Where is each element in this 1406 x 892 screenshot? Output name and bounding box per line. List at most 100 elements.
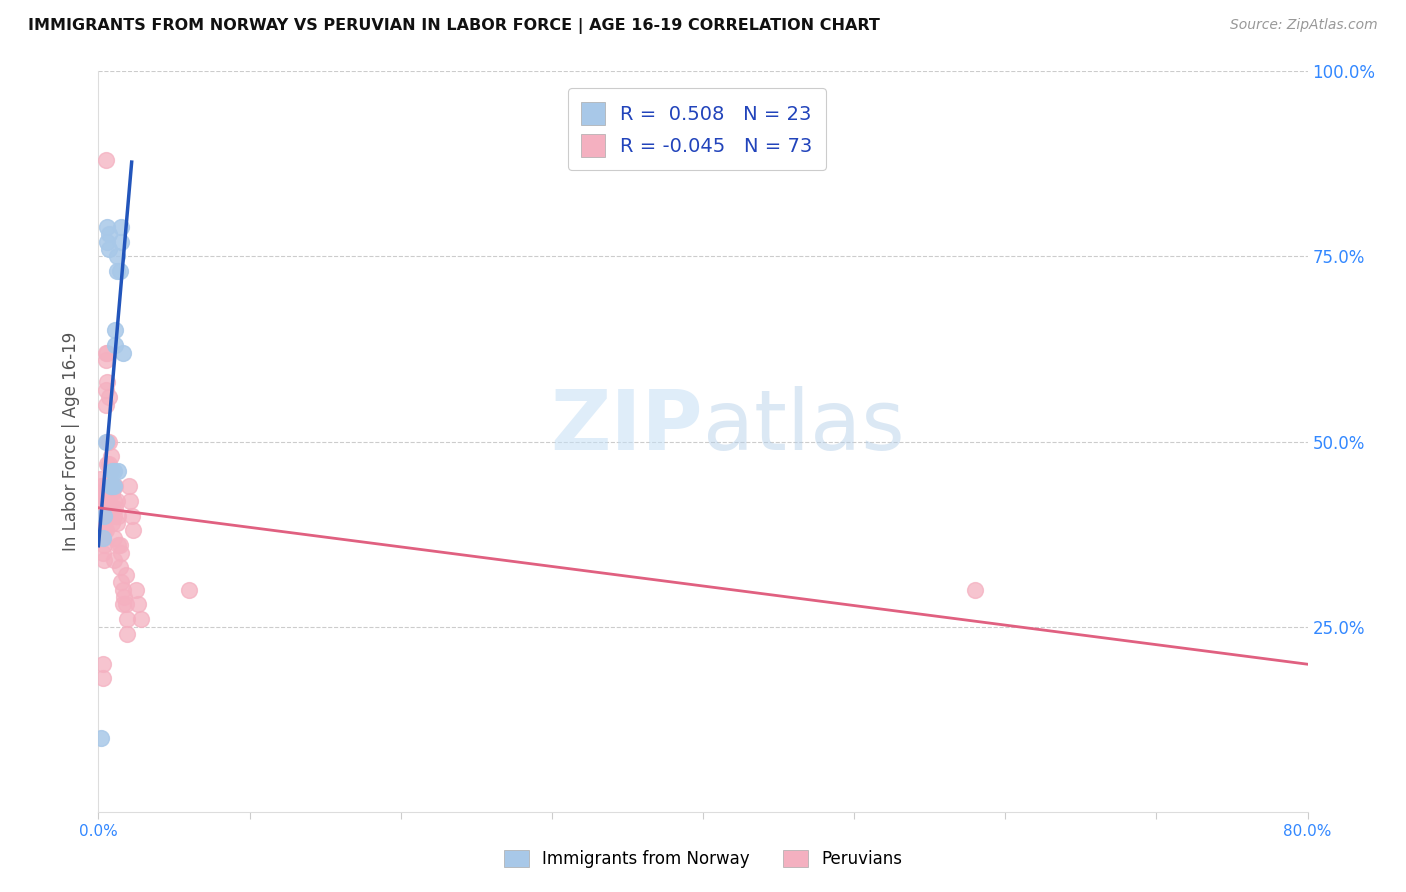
Point xyxy=(103,531,125,545)
Point xyxy=(98,479,121,493)
Point xyxy=(94,524,117,538)
Point xyxy=(118,479,141,493)
Point xyxy=(105,264,128,278)
Point xyxy=(100,479,122,493)
Point xyxy=(101,486,124,500)
Point xyxy=(96,235,118,249)
Point xyxy=(91,672,114,686)
Point xyxy=(98,390,121,404)
Point xyxy=(90,493,112,508)
Point xyxy=(101,516,124,530)
Point xyxy=(91,486,114,500)
Point xyxy=(98,457,121,471)
Point xyxy=(93,493,115,508)
Point xyxy=(111,598,134,612)
Point xyxy=(103,553,125,567)
Point xyxy=(101,486,124,500)
Point xyxy=(93,553,115,567)
Point xyxy=(93,538,115,552)
Point xyxy=(91,531,114,545)
Point xyxy=(89,471,111,485)
Point xyxy=(94,353,117,368)
Point xyxy=(94,398,117,412)
Text: IMMIGRANTS FROM NORWAY VS PERUVIAN IN LABOR FORCE | AGE 16-19 CORRELATION CHART: IMMIGRANTS FROM NORWAY VS PERUVIAN IN LA… xyxy=(28,18,880,34)
Point xyxy=(101,479,124,493)
Point xyxy=(179,582,201,597)
Point xyxy=(91,516,114,530)
Point xyxy=(91,657,114,671)
Point xyxy=(108,560,131,574)
Text: ZIP: ZIP xyxy=(551,386,703,467)
Point xyxy=(110,575,132,590)
Point xyxy=(107,508,129,523)
Point xyxy=(96,219,118,234)
Point xyxy=(98,242,121,256)
Point xyxy=(104,324,127,338)
Legend: R =  0.508   N = 23, R = -0.045   N = 73: R = 0.508 N = 23, R = -0.045 N = 73 xyxy=(568,88,825,170)
Point xyxy=(96,434,118,449)
Point xyxy=(93,508,115,523)
Point xyxy=(127,598,149,612)
Point xyxy=(90,731,112,745)
Point xyxy=(108,264,131,278)
Point xyxy=(105,493,128,508)
Point xyxy=(91,546,114,560)
Point xyxy=(965,582,987,597)
Point xyxy=(111,345,134,359)
Point xyxy=(91,501,114,516)
Point xyxy=(104,479,127,493)
Point xyxy=(93,524,115,538)
Point xyxy=(104,501,127,516)
Point xyxy=(112,590,135,604)
Text: Source: ZipAtlas.com: Source: ZipAtlas.com xyxy=(1230,18,1378,32)
Y-axis label: In Labor Force | Age 16-19: In Labor Force | Age 16-19 xyxy=(62,332,80,551)
Point xyxy=(100,450,122,464)
Point xyxy=(114,567,136,582)
Point xyxy=(91,531,114,545)
Point xyxy=(103,493,125,508)
Point xyxy=(115,612,138,626)
Point xyxy=(94,345,117,359)
Point xyxy=(90,479,112,493)
Point xyxy=(121,508,143,523)
Point xyxy=(94,153,117,168)
Point xyxy=(122,524,145,538)
Point xyxy=(98,434,121,449)
Point xyxy=(100,479,122,493)
Point xyxy=(103,508,125,523)
Point xyxy=(94,508,117,523)
Point xyxy=(90,508,112,523)
Point xyxy=(107,538,129,552)
Point xyxy=(115,627,138,641)
Point xyxy=(94,383,117,397)
Point xyxy=(105,250,128,264)
Point xyxy=(108,538,131,552)
Point xyxy=(96,376,118,390)
Point xyxy=(89,486,111,500)
Point xyxy=(98,227,121,242)
Point xyxy=(101,464,124,478)
Point xyxy=(103,479,125,493)
Legend: Immigrants from Norway, Peruvians: Immigrants from Norway, Peruvians xyxy=(496,843,910,875)
Point xyxy=(96,457,118,471)
Point xyxy=(105,516,128,530)
Point xyxy=(94,434,117,449)
Point xyxy=(110,235,132,249)
Point xyxy=(101,501,124,516)
Point xyxy=(96,479,118,493)
Point xyxy=(100,479,122,493)
Point xyxy=(93,508,115,523)
Point xyxy=(129,612,152,626)
Point xyxy=(94,493,117,508)
Point xyxy=(125,582,148,597)
Point xyxy=(100,464,122,478)
Point xyxy=(100,501,122,516)
Point xyxy=(110,546,132,560)
Point xyxy=(110,219,132,234)
Point xyxy=(104,338,127,352)
Point xyxy=(120,493,142,508)
Point xyxy=(103,479,125,493)
Text: atlas: atlas xyxy=(703,386,904,467)
Point xyxy=(114,598,136,612)
Point xyxy=(111,582,134,597)
